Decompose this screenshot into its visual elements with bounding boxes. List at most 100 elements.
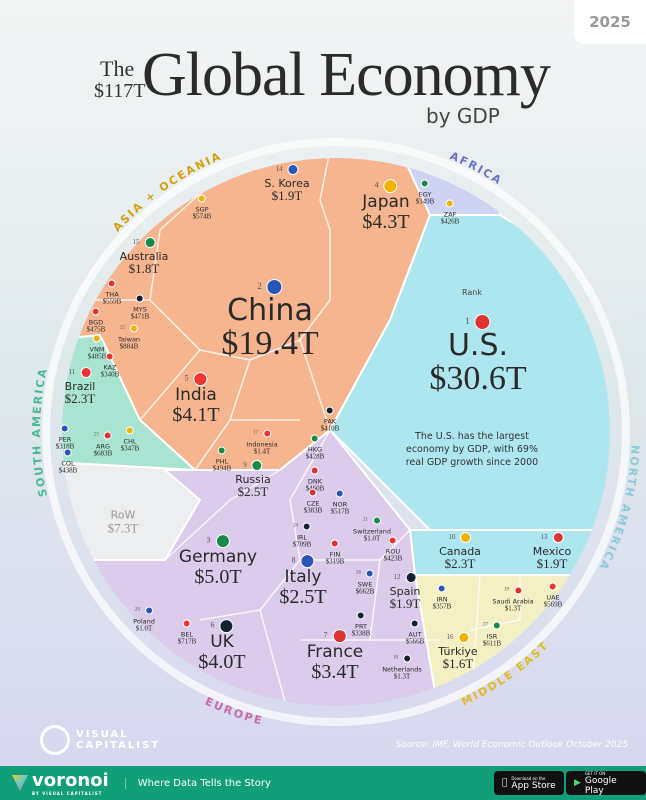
flag-icon <box>548 582 557 591</box>
gdp-value: $574B <box>192 212 212 221</box>
flag-icon <box>60 424 69 433</box>
gdp-value: $428B <box>305 452 325 461</box>
gdp-value: $475B <box>86 325 106 334</box>
gdp-value: $517B <box>330 507 350 516</box>
logo-line2: CAPITALIST <box>76 740 161 751</box>
flag-icon <box>335 489 344 498</box>
country-name: Switzerland <box>353 527 391 536</box>
flag-icon <box>445 199 454 208</box>
rank: 11 <box>68 367 76 376</box>
rank: 10 <box>448 532 456 541</box>
country-cell-irn: IRN $357B <box>433 580 451 611</box>
flag-icon <box>135 294 144 303</box>
country-name: Netherlands <box>382 665 422 674</box>
gdp-value: $1.0T <box>363 534 381 543</box>
visual-capitalist-logo: VISUAL CAPITALIST <box>40 725 160 755</box>
country-cell-aut: AUT $566B <box>406 615 424 646</box>
gdp-value: $438B <box>58 466 78 475</box>
country-cell-taiwan: 22 Taiwan $884B <box>118 320 140 351</box>
flag-icon <box>63 448 72 457</box>
rank: 4 <box>374 180 379 190</box>
gdp-value: $485B <box>87 352 107 361</box>
gdp-value: $709B <box>292 540 312 549</box>
country-name: Australia <box>119 249 169 263</box>
country-name: Spain <box>389 584 421 598</box>
flag-icon <box>388 536 397 545</box>
flag-icon <box>215 533 230 548</box>
gdp-value: $4.1T <box>172 403 220 426</box>
country-name: VNM <box>89 345 105 354</box>
rank: 24 <box>292 523 298 529</box>
gdp-value: $2.3T <box>444 556 476 572</box>
gdp-value: $1.4T <box>253 447 271 456</box>
country-cell-poland: 20 Poland $1.0T <box>133 602 155 633</box>
gdp-value: $7.3T <box>107 519 139 535</box>
flag-icon <box>493 621 502 630</box>
country-name: BEL <box>180 630 194 639</box>
country-name: Indonesia <box>246 440 278 449</box>
gdp-value: $30.6T <box>429 360 527 398</box>
country-name: PRT <box>355 622 367 631</box>
flag-icon <box>460 532 472 544</box>
country-cell-bgd: BGD $475B <box>86 303 106 334</box>
gdp-value: $611B <box>482 639 502 648</box>
country-name: THA <box>105 290 119 299</box>
cell-border <box>299 339 331 431</box>
country-name: Saudi Arabia <box>492 597 534 606</box>
rank: 3 <box>206 535 211 545</box>
country-cell-switzerland: 21 Switzerland $1.0T <box>353 512 391 543</box>
flag-icon <box>91 307 100 316</box>
play-icon: ▶ <box>574 778 581 788</box>
tagline: Where Data Tells the Story <box>124 777 271 789</box>
rank: 5 <box>184 373 189 383</box>
country-name: Mexico <box>532 544 572 558</box>
country-cell-australia: 15 Australia $1.8T <box>119 234 169 277</box>
rank: 20 <box>134 607 140 613</box>
country-cell-japan: 4 Japan $4.3T <box>362 177 410 233</box>
gdp-value: $383B <box>303 506 323 515</box>
country-cell-sgp: SGP $574B <box>192 190 212 221</box>
gdp-value: $19.4T <box>221 325 319 363</box>
google-play-button[interactable]: ▶ GET IT ON Google Play <box>566 771 646 796</box>
country-name: Germany <box>178 546 258 567</box>
country-cell-pak: PAK $410B <box>320 402 340 433</box>
year-badge: 2025 <box>574 0 646 44</box>
footer-bar: voronoi BY VISUAL CAPITALIST Where Data T… <box>0 766 646 800</box>
outer-ring <box>42 138 630 726</box>
gdp-value: $410B <box>320 424 340 433</box>
gdp-value: $717B <box>177 637 197 646</box>
country-cell-nor: NOR $517B <box>330 485 350 516</box>
rank: 17 <box>252 430 258 436</box>
title-total: $117T <box>94 80 146 102</box>
gdp-value: $340B <box>100 370 120 379</box>
country-name: ISR <box>486 632 498 641</box>
voronoi-brand[interactable]: voronoi BY VISUAL CAPITALIST <box>12 770 109 796</box>
rank: 8 <box>291 555 296 565</box>
country-cell-uk: 6 UK $4.0T <box>198 617 246 673</box>
gdp-value: $4.0T <box>198 650 246 673</box>
country-cell-russia: 9 Russia $2.5T <box>235 457 271 499</box>
rank: 15 <box>132 237 140 246</box>
flag-icon <box>332 628 347 643</box>
flag-icon <box>125 426 134 435</box>
country-name: ROU <box>385 547 401 556</box>
country-cell-indonesia: 17 Indonesia $1.4T <box>246 425 278 456</box>
country-cell-u-s-: 1 U.S. $30.6T <box>429 313 527 398</box>
country-name: ZAF <box>443 210 457 219</box>
country-name: ARG <box>95 442 110 451</box>
country-cell-phl: PHL $494B <box>213 442 231 473</box>
rank: 25 <box>93 432 99 438</box>
country-name: COL <box>61 459 75 468</box>
title-prefix: The <box>100 56 135 81</box>
flag-icon <box>266 278 283 295</box>
country-name: Italy <box>284 566 322 587</box>
rank: 1 <box>465 315 470 326</box>
country-cell-kaz: KAZ $340B <box>100 348 120 379</box>
gdp-value: $347B <box>120 444 140 453</box>
rank-label: Rank <box>462 288 482 297</box>
gdp-value: $1.9T <box>271 188 303 204</box>
country-cell-china: 2 China $19.4T <box>221 278 319 363</box>
gdp-value: $1.8T <box>128 261 160 277</box>
flag-icon <box>182 619 191 628</box>
